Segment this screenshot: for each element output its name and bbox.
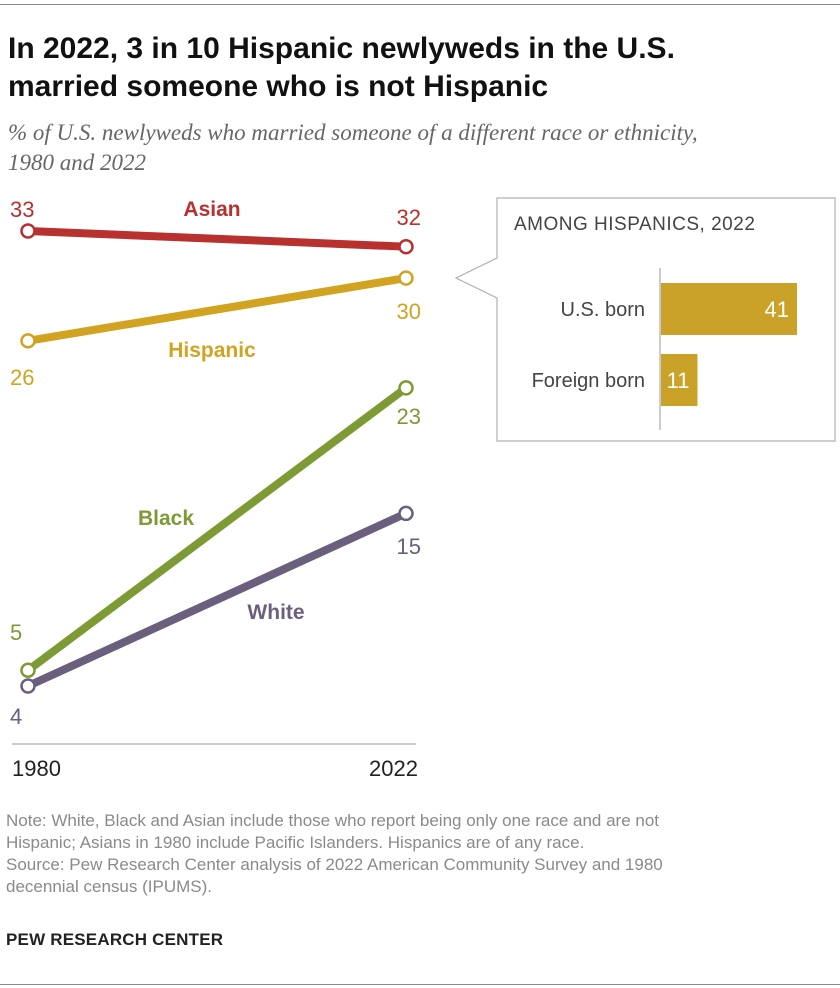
bar-u-s-born [661, 283, 797, 335]
brand-logo-text: PEW RESEARCH CENTER [6, 930, 224, 949]
top-rule [0, 4, 840, 5]
series-line-black [24, 383, 410, 675]
point-black-2022 [398, 380, 414, 396]
footnotes: Note: White, Black and Asian include tho… [6, 810, 826, 898]
title-line-1: In 2022, 3 in 10 Hispanic newlyweds in t… [8, 32, 675, 65]
inset-title: AMONG HISPANICS, 2022 [514, 214, 755, 235]
value-label-black-1980: 5 [10, 620, 22, 645]
point-asian-2022 [398, 238, 414, 255]
series-label-black: Black [138, 507, 194, 530]
point-hispanic-2022 [398, 270, 414, 286]
x-tick-label-1980: 1980 [12, 756, 61, 781]
line-chart: 1980 2022 33 32 Asian 26 30 Hispanic 5 23 Black 4… [10, 197, 421, 781]
chart-title: In 2022, 3 in 10 Hispanic newlyweds in t… [8, 30, 828, 106]
value-label-asian-1980: 33 [10, 197, 34, 222]
bar-value-label-u-s-born: 41 [765, 297, 789, 322]
source-line-1: Source: Pew Research Center analysis of … [6, 855, 663, 874]
chart-area: 1980 2022 33 32 Asian 26 30 Hispanic 5 23 Black 4… [10, 197, 836, 781]
inset-panel: AMONG HISPANICS, 2022 U.S. born 41 Foreign… [454, 197, 836, 442]
series-label-asian: Asian [183, 198, 240, 221]
subtitle-line-2: 1980 and 2022 [8, 150, 146, 175]
value-label-hispanic-1980: 26 [10, 365, 34, 390]
value-label-white-1980: 4 [10, 704, 22, 729]
point-black-1980 [20, 662, 36, 679]
value-label-hispanic-2022: 30 [397, 299, 421, 324]
point-hispanic-1980 [20, 333, 36, 349]
series-line-white [24, 509, 410, 690]
bar-foreign-born [661, 354, 698, 406]
series-label-white: White [247, 601, 304, 624]
bar-category-label-u-s-born: U.S. born [561, 299, 645, 321]
note-line-2: Hispanic; Asians in 1980 include Pacific… [6, 833, 585, 852]
point-asian-1980 [20, 223, 36, 239]
point-white-2022 [398, 505, 414, 522]
value-label-white-2022: 15 [397, 534, 421, 559]
source-line-2: decennial census (IPUMS). [6, 877, 212, 896]
callout-box [454, 197, 836, 442]
series-line-asian [24, 227, 410, 251]
note-line-1: Note: White, Black and Asian include tho… [6, 811, 660, 830]
value-label-asian-2022: 32 [397, 205, 421, 230]
series-label-hispanic: Hispanic [168, 339, 256, 362]
bottom-rule [0, 984, 840, 985]
bar-value-label-foreign-born: 11 [667, 368, 690, 393]
title-line-2: married someone who is not Hispanic [8, 70, 549, 103]
value-label-black-2022: 23 [397, 404, 421, 429]
point-white-1980 [20, 678, 36, 694]
x-tick-label-2022: 2022 [369, 756, 418, 781]
subtitle-line-1: % of U.S. newlyweds who married someone … [8, 120, 698, 145]
chart-subtitle: % of U.S. newlyweds who married someone … [8, 118, 828, 178]
bar-category-label-foreign-born: Foreign born [532, 370, 645, 392]
series-line-hispanic [24, 274, 410, 345]
